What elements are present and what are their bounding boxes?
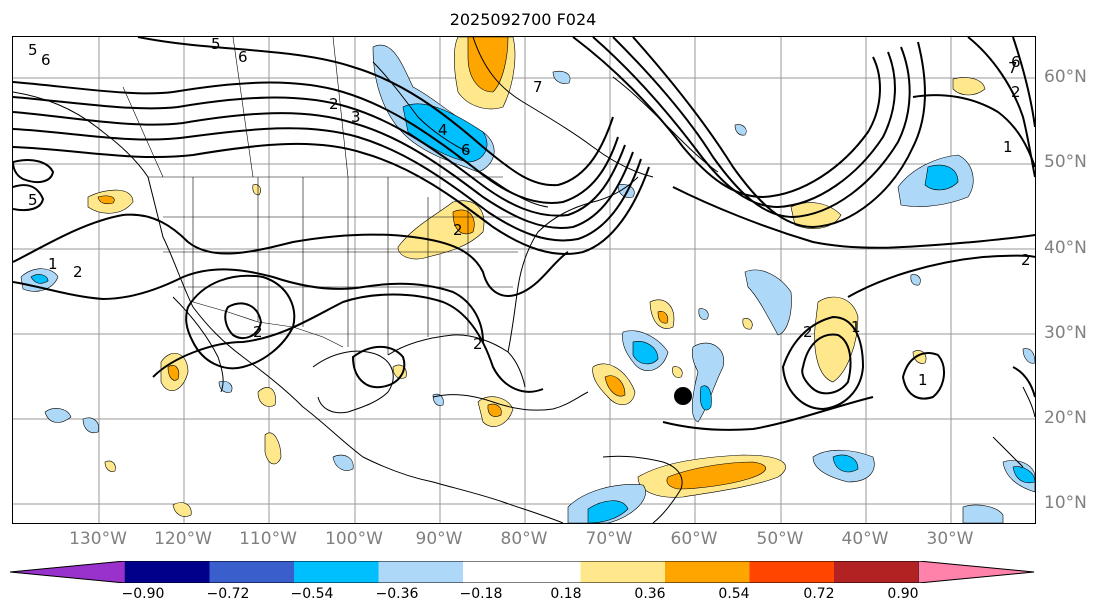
contour-label: 6 — [41, 51, 51, 69]
contour-label: 5 — [28, 191, 38, 209]
contour-label: 2 — [1011, 83, 1021, 101]
colorbar-segment — [834, 561, 919, 583]
contour-label: 6 — [461, 141, 471, 159]
colorbar-extend-low — [10, 561, 126, 583]
colorbar-segment — [749, 561, 834, 583]
colorbar-segment — [580, 561, 665, 583]
contour-label: 5 — [211, 37, 221, 53]
lon-label-60w: 60°W — [670, 529, 718, 549]
map-panel: 5 6 6 5 2 3 4 6 2 7 1 2 5 1 2 2 2 2 7 1 … — [12, 36, 1036, 524]
colorbar-tick-label: −0.54 — [290, 586, 334, 602]
height-contours — [13, 37, 1035, 431]
colorbar-segment — [209, 561, 294, 583]
contour-label: 7 — [533, 78, 543, 96]
colorbar-tick-label: 0.36 — [634, 586, 666, 602]
contour-label: 1 — [48, 255, 58, 273]
colorbar-segment — [294, 561, 379, 583]
colorbar-segment — [378, 561, 463, 583]
colorbar-extend-high — [918, 561, 1035, 583]
lon-label-50w: 50°W — [756, 529, 804, 549]
contour-label: 2 — [253, 323, 263, 341]
lon-label-70w: 70°W — [585, 529, 633, 549]
lat-label-40n: 40°N — [1044, 238, 1087, 258]
colorbar-tick-label: −0.90 — [121, 586, 165, 602]
colorbar — [10, 561, 1035, 583]
contour-label: 6 — [1011, 53, 1021, 71]
colorbar-segment — [665, 561, 750, 583]
contour-label: 2 — [473, 335, 483, 353]
colorbar-tick-label: −0.36 — [375, 586, 419, 602]
political-borders — [122, 37, 518, 355]
contour-label: 6 — [238, 48, 248, 66]
map-canvas: 5 6 6 5 2 3 4 6 2 7 1 2 5 1 2 2 2 2 7 1 … — [13, 37, 1035, 523]
contour-label: 1 — [851, 318, 861, 336]
lon-label-110w: 110°W — [239, 529, 297, 549]
contour-label: 4 — [438, 121, 448, 139]
colorbar-segment — [463, 561, 581, 583]
lon-label-30w: 30°W — [926, 529, 974, 549]
colorbar-segment — [125, 561, 210, 583]
lat-label-30n: 30°N — [1044, 323, 1087, 343]
contour-label: 7 — [1008, 59, 1018, 77]
colorbar-tick-label: 0.18 — [550, 586, 582, 602]
contour-label: 5 — [28, 41, 38, 59]
coastlines — [13, 37, 1035, 523]
colorbar-tick-label: 0.54 — [718, 586, 750, 602]
contour-label-group: 5 6 6 5 2 3 4 6 2 7 1 2 5 1 2 2 2 2 7 1 … — [28, 37, 1031, 389]
lat-label-50n: 50°N — [1044, 152, 1087, 172]
contour-label: 2 — [1021, 251, 1031, 269]
lat-label-10n: 10°N — [1044, 493, 1087, 513]
contour-label: 1 — [1003, 138, 1013, 156]
lat-label-60n: 60°N — [1044, 67, 1087, 87]
lat-label-20n: 20°N — [1044, 408, 1087, 428]
lon-label-40w: 40°W — [841, 529, 889, 549]
contour-label: 2 — [329, 95, 339, 113]
colorbar-tick-label: 0.90 — [887, 586, 919, 602]
storm-marker — [674, 387, 692, 405]
lon-label-80w: 80°W — [500, 529, 548, 549]
lon-label-120w: 120°W — [154, 529, 212, 549]
contour-label: 3 — [351, 108, 361, 126]
colorbar-tick-label: −0.72 — [206, 586, 250, 602]
lon-label-100w: 100°W — [325, 529, 383, 549]
colorbar-tick-label: 0.72 — [803, 586, 835, 602]
map-title: 2025092700 F024 — [449, 10, 597, 29]
contour-label: 1 — [918, 371, 928, 389]
colorbar-tick-label: −0.18 — [459, 586, 503, 602]
contour-label: 2 — [453, 221, 463, 239]
contour-label: 2 — [803, 323, 813, 341]
colorbar-outline — [10, 561, 1035, 583]
contour-label: 2 — [73, 263, 83, 281]
lon-label-130w: 130°W — [69, 529, 127, 549]
lon-label-90w: 90°W — [415, 529, 463, 549]
